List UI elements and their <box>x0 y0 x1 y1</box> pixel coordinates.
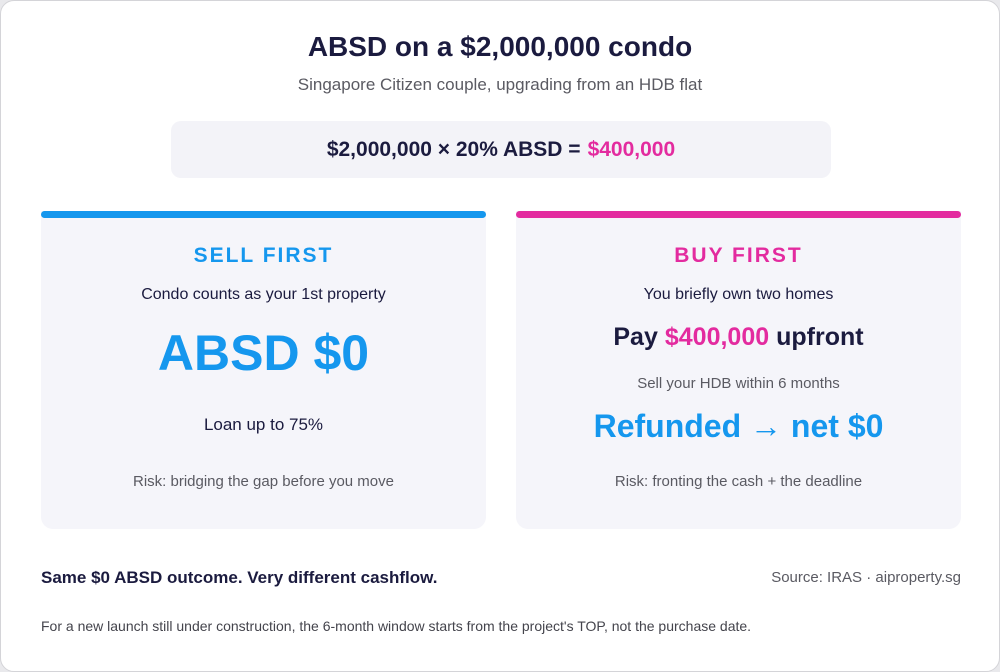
pay-after: upfront <box>776 323 864 351</box>
sell-first-card: SELL FIRST Condo counts as your 1st prop… <box>41 211 486 529</box>
title: ABSD on a $2,000,000 condo <box>307 31 693 62</box>
footnote: For a new launch still under constructio… <box>41 618 752 634</box>
card-accent <box>41 211 486 218</box>
formula-expression: $2,000,000 × 20% ABSD = <box>326 137 581 161</box>
formula-result: $400,000 <box>587 137 676 161</box>
pay-before: Pay <box>613 323 658 351</box>
card-risk: Risk: fronting the cash + the deadline <box>614 473 863 490</box>
pay-amount: $400,000 <box>664 323 770 351</box>
card-accent <box>516 211 961 218</box>
card-pay: Pay $400,000 upfront <box>516 323 961 352</box>
card-note: Condo counts as your 1st property <box>141 286 386 303</box>
buy-first-card: BUY FIRST You briefly own two homes Pay … <box>516 211 961 529</box>
card-heading: SELL FIRST <box>193 244 334 267</box>
card-headline: ABSD $0 <box>157 325 370 381</box>
takeaway: Same $0 ABSD outcome. Very different cas… <box>41 568 438 587</box>
source: Source: IRAS · aiproperty.sg <box>771 569 961 586</box>
card-detail: Sell your HDB within 6 months <box>637 375 840 392</box>
subtitle: Singapore Citizen couple, upgrading from… <box>297 75 703 94</box>
card-detail: Loan up to 75% <box>203 415 324 434</box>
formula-box: $2,000,000 × 20% ABSD = $400,000 <box>171 121 831 178</box>
card-heading: BUY FIRST <box>674 244 803 267</box>
card-headline: Refunded → net $0 <box>593 408 884 444</box>
card-note: You briefly own two homes <box>643 286 834 303</box>
card-risk: Risk: bridging the gap before you move <box>133 473 394 490</box>
